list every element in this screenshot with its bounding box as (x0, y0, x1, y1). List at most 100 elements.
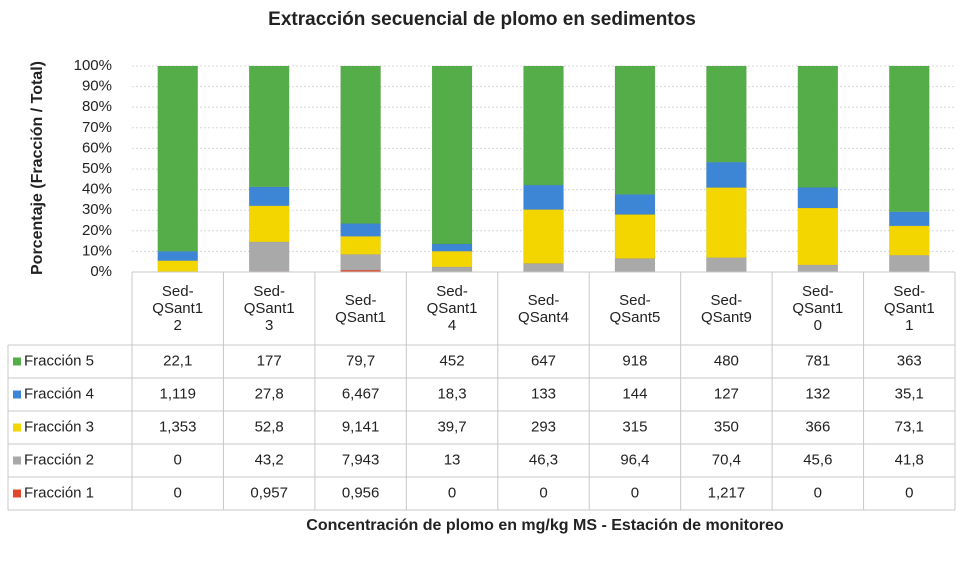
category-text: Sed-QSant13 (243, 283, 295, 334)
table-value: 96,4 (620, 451, 649, 468)
table-value: 18,3 (437, 385, 466, 402)
table-value: 0 (631, 484, 639, 501)
bar-segment (889, 254, 930, 273)
legend-swatch (13, 489, 21, 498)
y-tick-label: 20% (82, 222, 112, 239)
legend-swatch (13, 456, 21, 465)
bar-segment (797, 264, 839, 273)
bar-segment (523, 65, 564, 186)
table-value: 177 (257, 352, 282, 369)
table-value: 39,7 (437, 418, 466, 435)
legend-swatch (13, 390, 21, 399)
bar-segment (340, 65, 381, 224)
bar-segment (523, 263, 564, 273)
y-tick-label: 50% (82, 160, 112, 177)
bar-segment (157, 251, 198, 261)
bar-segment (340, 254, 381, 271)
table-value: 0,956 (342, 484, 380, 501)
category-text: Sed-QSant14 (426, 283, 478, 334)
category-text: Sed-QSant1 (335, 291, 387, 326)
category-label: Sed-QSant4 (498, 272, 589, 345)
table-value: 35,1 (895, 385, 924, 402)
table-value: 9,141 (342, 418, 380, 435)
table-value: 363 (897, 352, 922, 369)
legend-swatch (13, 357, 21, 366)
bar-segment (889, 211, 930, 227)
y-tick-label: 70% (82, 119, 112, 136)
y-tick-label: 90% (82, 78, 112, 95)
y-axis-label: Porcentaje (Fracción / Total) (29, 61, 46, 275)
y-tick-label: 0% (90, 263, 112, 280)
table-value: 452 (440, 352, 465, 369)
table-value: 70,4 (712, 451, 741, 468)
bar-segment (614, 258, 656, 273)
category-label: Sed-QSant10 (772, 272, 863, 345)
bar-segment (797, 207, 839, 266)
table-value: 0,957 (250, 484, 288, 501)
bar-segment (340, 223, 381, 237)
table-value: 43,2 (255, 451, 284, 468)
category-label: Sed-QSant11 (864, 272, 955, 345)
legend-label: Fracción 4 (24, 385, 94, 402)
table-value: 1,119 (160, 385, 196, 402)
category-text: Sed-QSant5 (609, 291, 661, 326)
table-value: 647 (531, 352, 556, 369)
bar-segment (523, 209, 564, 264)
y-tick-label: 10% (82, 242, 112, 259)
y-tick-label: 100% (74, 57, 112, 74)
bar-segment (248, 241, 290, 272)
table-value: 22,1 (163, 352, 192, 369)
bar-segment (431, 250, 473, 268)
table-value: 293 (531, 418, 556, 435)
bar-segment (889, 225, 930, 256)
table-value: 918 (622, 352, 647, 369)
table-value: 1,353 (159, 418, 197, 435)
table-value: 6,467 (342, 385, 380, 402)
bar-segment (431, 243, 473, 252)
category-text: Sed-QSant10 (792, 283, 844, 334)
table-value: 127 (714, 385, 739, 402)
category-label: Sed-QSant1 (315, 272, 406, 345)
category-label: Sed-QSant13 (223, 272, 314, 345)
chart-title: Extracción secuencial de plomo en sedime… (268, 9, 696, 30)
table-value: 0 (174, 451, 182, 468)
category-text: Sed-QSant9 (700, 291, 752, 326)
bar-segment (248, 65, 290, 188)
table-value: 366 (805, 418, 830, 435)
bar-segment (706, 187, 747, 258)
table-value: 46,3 (529, 451, 558, 468)
bar-segment (157, 65, 198, 252)
bar-segment (248, 205, 290, 243)
table-value: 480 (714, 352, 739, 369)
bar-segment (889, 65, 930, 213)
category-label: Sed-QSant5 (589, 272, 680, 345)
bar-segment (248, 186, 290, 207)
bar-segment (340, 236, 381, 255)
table-value: 132 (805, 385, 830, 402)
category-label: Sed-QSant12 (132, 272, 223, 345)
table-value: 0 (174, 484, 182, 501)
legend-label: Fracción 3 (24, 418, 94, 435)
category-label: Sed-QSant9 (681, 272, 772, 345)
bar-segment (706, 65, 747, 163)
y-tick-label: 80% (82, 98, 112, 115)
legend-label: Fracción 1 (24, 484, 94, 501)
table-value: 27,8 (255, 385, 284, 402)
bar-segment (706, 161, 747, 188)
bar-segment (797, 187, 839, 209)
table-value: 0 (539, 484, 547, 501)
table-value: 41,8 (895, 451, 924, 468)
bar-segment (431, 65, 473, 245)
y-tick-label: 30% (82, 201, 112, 218)
y-tick-label: 60% (82, 139, 112, 156)
x-axis-label: Concentración de plomo en mg/kg MS - Est… (306, 517, 784, 534)
table-value: 0 (448, 484, 456, 501)
legend-label: Fracción 2 (24, 451, 94, 468)
category-label: Sed-QSant14 (406, 272, 497, 345)
bar-segment (157, 260, 198, 273)
table-value: 79,7 (346, 352, 375, 369)
table-value: 0 (814, 484, 822, 501)
legend-swatch (13, 423, 21, 432)
bar-segment (706, 257, 747, 273)
